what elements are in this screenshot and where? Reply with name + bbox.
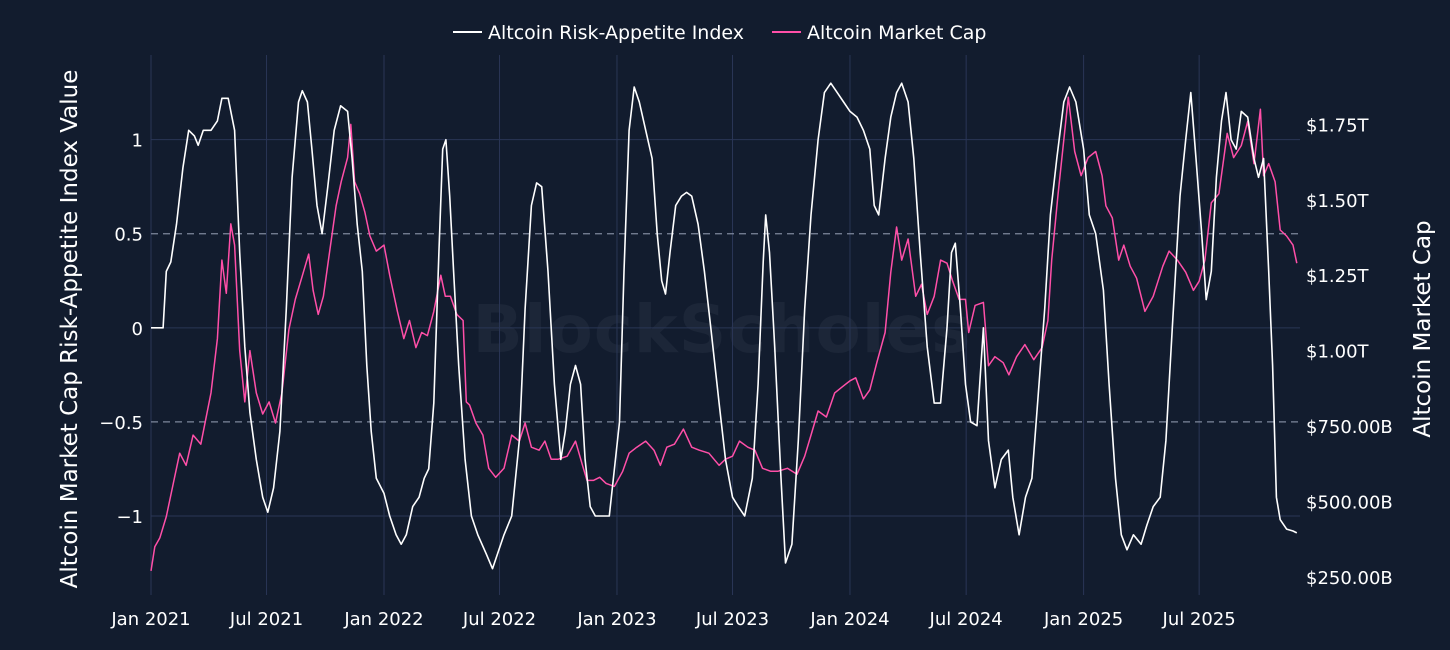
x-tick-label: Jul 2021 [229,609,303,630]
series-line-risk-index [151,82,1298,570]
y-right-tick-label: $1.00T [1306,342,1370,363]
x-tick-label: Jul 2024 [929,609,1003,630]
x-tick-label: Jan 2023 [576,609,656,630]
legend-label-risk-index: Altcoin Risk-Appetite Index [488,22,744,44]
legend: Altcoin Risk-Appetite Index Altcoin Mark… [453,22,986,44]
y-left-tick-label: −1 [116,507,143,528]
y-right-tick-label: $1.25T [1306,266,1370,287]
y-right-tick-label: $1.75T [1306,115,1370,136]
x-tick-label: Jan 2025 [1043,609,1123,630]
legend-item-market-cap[interactable]: Altcoin Market Cap [772,22,986,44]
x-tick-label: Jan 2024 [809,609,889,630]
x-tick-label: Jul 2023 [695,609,769,630]
x-tick-label: Jul 2025 [1162,609,1236,630]
y-right-tick-label: $750.00B [1306,417,1393,438]
x-tick-label: Jul 2022 [462,609,536,630]
y-left-axis-title: Altcoin Market Cap Risk-Appetite Index V… [57,70,83,589]
y-left-tick-label: 1 [132,131,143,152]
y-left-tick-label: 0 [132,319,143,340]
y-right-axis-title: Altcoin Market Cap [1410,220,1436,437]
legend-item-risk-index[interactable]: Altcoin Risk-Appetite Index [453,22,744,44]
y-right-tick-label: $250.00B [1306,568,1393,589]
x-tick-label: Jan 2021 [110,609,190,630]
y-left-axis-ticks: 1 0.5 0 −0.5 −1 [99,131,143,528]
y-left-tick-label: −0.5 [99,413,143,434]
series-line-market-cap [150,96,1298,572]
y-left-tick-label: 0.5 [114,225,143,246]
x-axis-ticks: Jan 2021 Jul 2021 Jan 2022 Jul 2022 Jan 2023… [110,609,1235,630]
y-right-tick-label: $1.50T [1306,191,1370,212]
series-layer [150,82,1298,572]
x-tick-label: Jan 2022 [343,609,423,630]
watermark: BlockScholes [473,291,972,368]
legend-label-market-cap: Altcoin Market Cap [807,22,986,44]
y-right-tick-label: $500.00B [1306,492,1393,513]
y-right-axis-ticks: $1.75T $1.50T $1.25T $1.00T $750.00B $500.00B… [1306,115,1393,589]
